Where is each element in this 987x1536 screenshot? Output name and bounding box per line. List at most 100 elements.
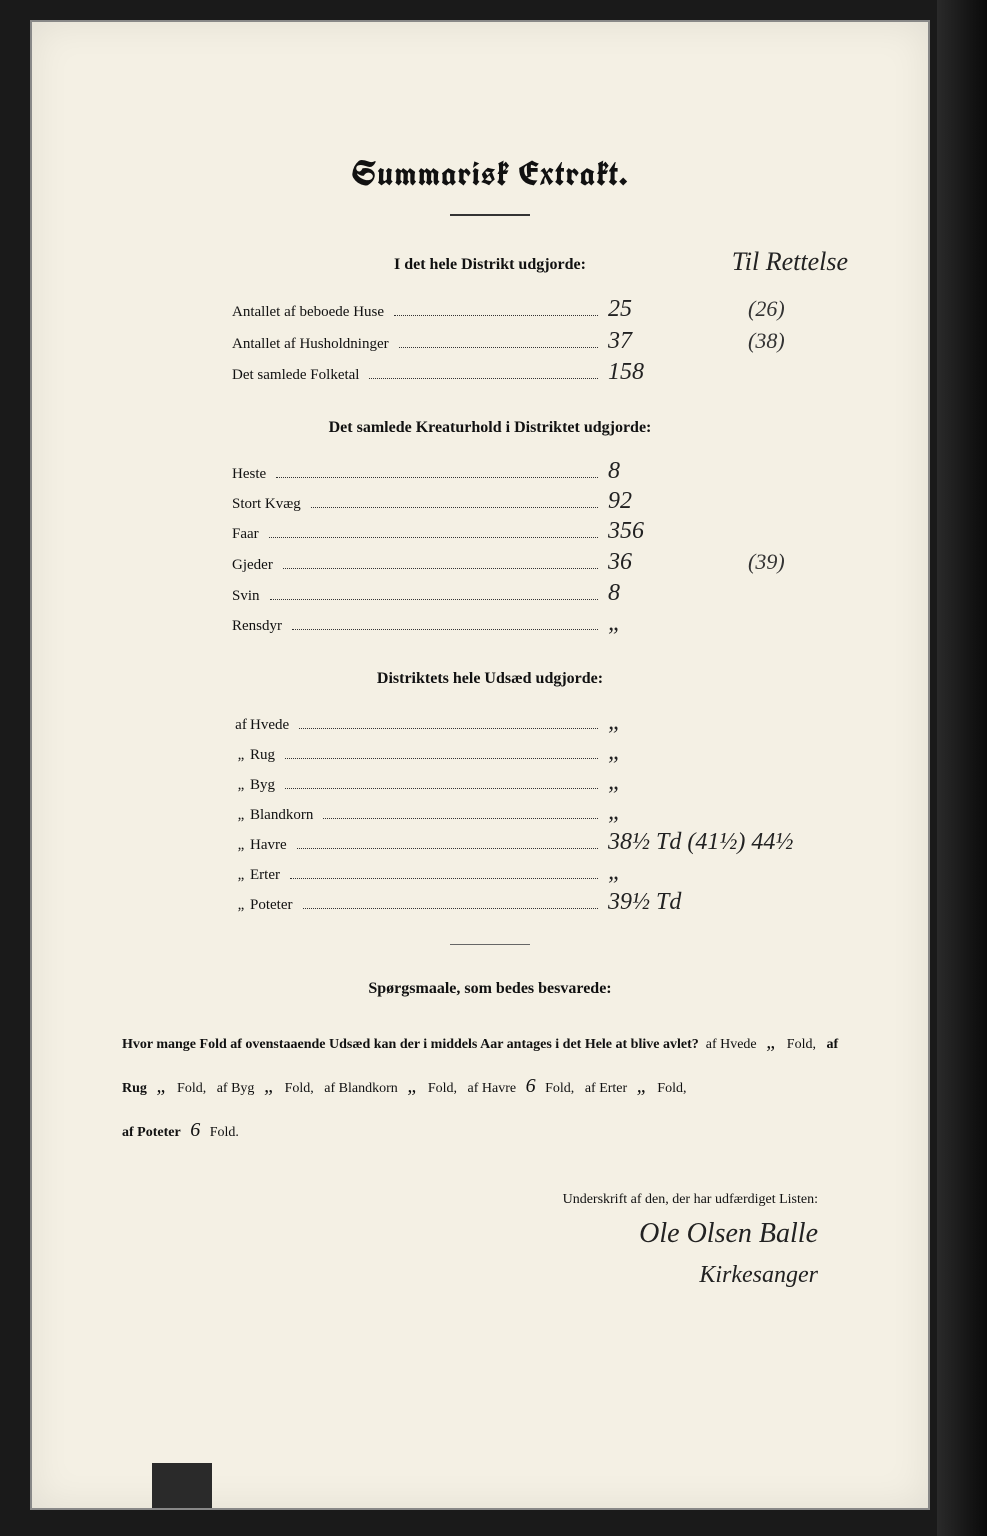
q-item-label: af Havre bbox=[468, 1081, 517, 1096]
leader-dots bbox=[297, 848, 598, 849]
scan-dark-edge bbox=[937, 0, 987, 1536]
page-title: Summarisk Extrakt. bbox=[122, 152, 858, 196]
title-rule bbox=[450, 214, 530, 216]
row-prefix: „ bbox=[232, 867, 250, 884]
row-label: Gjeder bbox=[232, 557, 273, 574]
table-row: Antallet af beboede Huse 25 (26) bbox=[232, 296, 838, 322]
row-value: 38½ Td (41½) 44½ bbox=[608, 830, 838, 854]
row-prefix: „ bbox=[232, 837, 250, 854]
q-item-value: 6 bbox=[520, 1075, 542, 1097]
leader-dots bbox=[292, 629, 598, 630]
row-value: 8 bbox=[608, 581, 748, 605]
table-row: Rensdyr „ bbox=[232, 611, 838, 635]
questions-paragraph: Hvor mange Fold af ovenstaaende Udsæd ka… bbox=[122, 1020, 858, 1152]
document-page: Til Rettelse Summarisk Extrakt. I det he… bbox=[30, 20, 930, 1510]
table-row: Stort Kvæg 92 bbox=[232, 489, 838, 513]
q-item-label: af Blandkorn bbox=[324, 1081, 397, 1096]
signature-role: Kirkesanger bbox=[122, 1260, 818, 1291]
row-value: „ bbox=[608, 611, 748, 635]
row-label: Antallet af Husholdninger bbox=[232, 336, 389, 353]
leader-dots bbox=[303, 908, 599, 909]
table-row: Det samlede Folketal 158 bbox=[232, 360, 838, 384]
q-item-value: „ bbox=[631, 1075, 654, 1097]
section-rule bbox=[450, 944, 530, 945]
row-label: Det samlede Folketal bbox=[232, 367, 359, 384]
signature-label: Underskrift af den, der har udfærdiget L… bbox=[122, 1192, 818, 1208]
row-value: 356 bbox=[608, 519, 748, 543]
row-label: Faar bbox=[232, 526, 259, 543]
table-row: „ Erter „ bbox=[232, 860, 838, 884]
row-label: Havre bbox=[250, 837, 287, 854]
table-row: af Hvede „ bbox=[232, 710, 838, 734]
leader-dots bbox=[299, 728, 598, 729]
q-unit: Fold, bbox=[657, 1081, 686, 1096]
table-row: „ Havre 38½ Td (41½) 44½ bbox=[232, 830, 838, 854]
q-unit: Fold, bbox=[787, 1037, 816, 1052]
row-correction: (38) bbox=[748, 328, 838, 354]
section-sowing: af Hvede „ „ Rug „ „ Byg „ „ Blandkorn „… bbox=[232, 710, 838, 914]
section-district: Antallet af beboede Huse 25 (26) Antalle… bbox=[232, 296, 838, 384]
q-unit: Fold. bbox=[210, 1125, 239, 1140]
table-row: Heste 8 bbox=[232, 459, 838, 483]
row-value: „ bbox=[608, 800, 838, 824]
leader-dots bbox=[290, 878, 598, 879]
q-unit: Fold, bbox=[285, 1081, 314, 1096]
row-label: Hvede bbox=[250, 717, 289, 734]
row-value: „ bbox=[608, 860, 838, 884]
q-item-value: 6 bbox=[184, 1119, 206, 1141]
q-unit: Fold, bbox=[545, 1081, 574, 1096]
q-unit: Fold, bbox=[177, 1081, 206, 1096]
row-label: Svin bbox=[232, 588, 260, 605]
table-row: Gjeder 36 (39) bbox=[232, 549, 838, 575]
row-prefix: „ bbox=[232, 777, 250, 794]
q-item-value: „ bbox=[401, 1075, 424, 1097]
q-item-value: „ bbox=[258, 1075, 281, 1097]
table-row: Svin 8 bbox=[232, 581, 838, 605]
row-prefix: af bbox=[232, 717, 250, 734]
q-item-value: „ bbox=[150, 1075, 173, 1097]
leader-dots bbox=[285, 758, 598, 759]
leader-dots bbox=[399, 347, 598, 348]
row-value: 8 bbox=[608, 459, 748, 483]
row-value: 36 bbox=[608, 550, 748, 574]
archive-tab bbox=[152, 1463, 212, 1508]
questions-lead: Hvor mange Fold af ovenstaaende Udsæd ka… bbox=[122, 1037, 699, 1052]
signature-name: Ole Olsen Balle bbox=[122, 1216, 818, 1252]
row-label: Rensdyr bbox=[232, 618, 282, 635]
header-annotation: Til Rettelse bbox=[732, 247, 848, 277]
leader-dots bbox=[283, 568, 598, 569]
row-value: 25 bbox=[608, 297, 748, 321]
row-label: Rug bbox=[250, 747, 275, 764]
row-value: „ bbox=[608, 710, 838, 734]
row-label: Byg bbox=[250, 777, 275, 794]
section-livestock-heading: Det samlede Kreaturhold i Distriktet udg… bbox=[122, 419, 858, 437]
leader-dots bbox=[323, 818, 598, 819]
section-sowing-heading: Distriktets hele Udsæd udgjorde: bbox=[122, 670, 858, 688]
table-row: Faar 356 bbox=[232, 519, 838, 543]
leader-dots bbox=[285, 788, 598, 789]
row-prefix: „ bbox=[232, 897, 250, 914]
leader-dots bbox=[276, 477, 598, 478]
row-value: 37 bbox=[608, 329, 748, 353]
row-value: 39½ Td bbox=[608, 890, 838, 914]
table-row: „ Byg „ bbox=[232, 770, 838, 794]
row-label: Poteter bbox=[250, 897, 293, 914]
row-label: Blandkorn bbox=[250, 807, 313, 824]
row-label: Stort Kvæg bbox=[232, 496, 301, 513]
leader-dots bbox=[270, 599, 598, 600]
leader-dots bbox=[394, 315, 598, 316]
section-livestock: Heste 8 Stort Kvæg 92 Faar 356 Gjeder 36… bbox=[232, 459, 838, 635]
row-label: Erter bbox=[250, 867, 280, 884]
q-item-label: af Byg bbox=[217, 1081, 255, 1096]
row-value: 158 bbox=[608, 360, 748, 384]
row-value: „ bbox=[608, 770, 838, 794]
q-unit: Fold, bbox=[428, 1081, 457, 1096]
row-prefix: „ bbox=[232, 807, 250, 824]
row-label: Heste bbox=[232, 466, 266, 483]
row-prefix: „ bbox=[232, 747, 250, 764]
q-item-label: af Erter bbox=[585, 1081, 627, 1096]
row-correction: (26) bbox=[748, 296, 838, 322]
q-item-label: af Hvede bbox=[706, 1037, 757, 1052]
table-row: „ Poteter 39½ Td bbox=[232, 890, 838, 914]
table-row: „ Rug „ bbox=[232, 740, 838, 764]
